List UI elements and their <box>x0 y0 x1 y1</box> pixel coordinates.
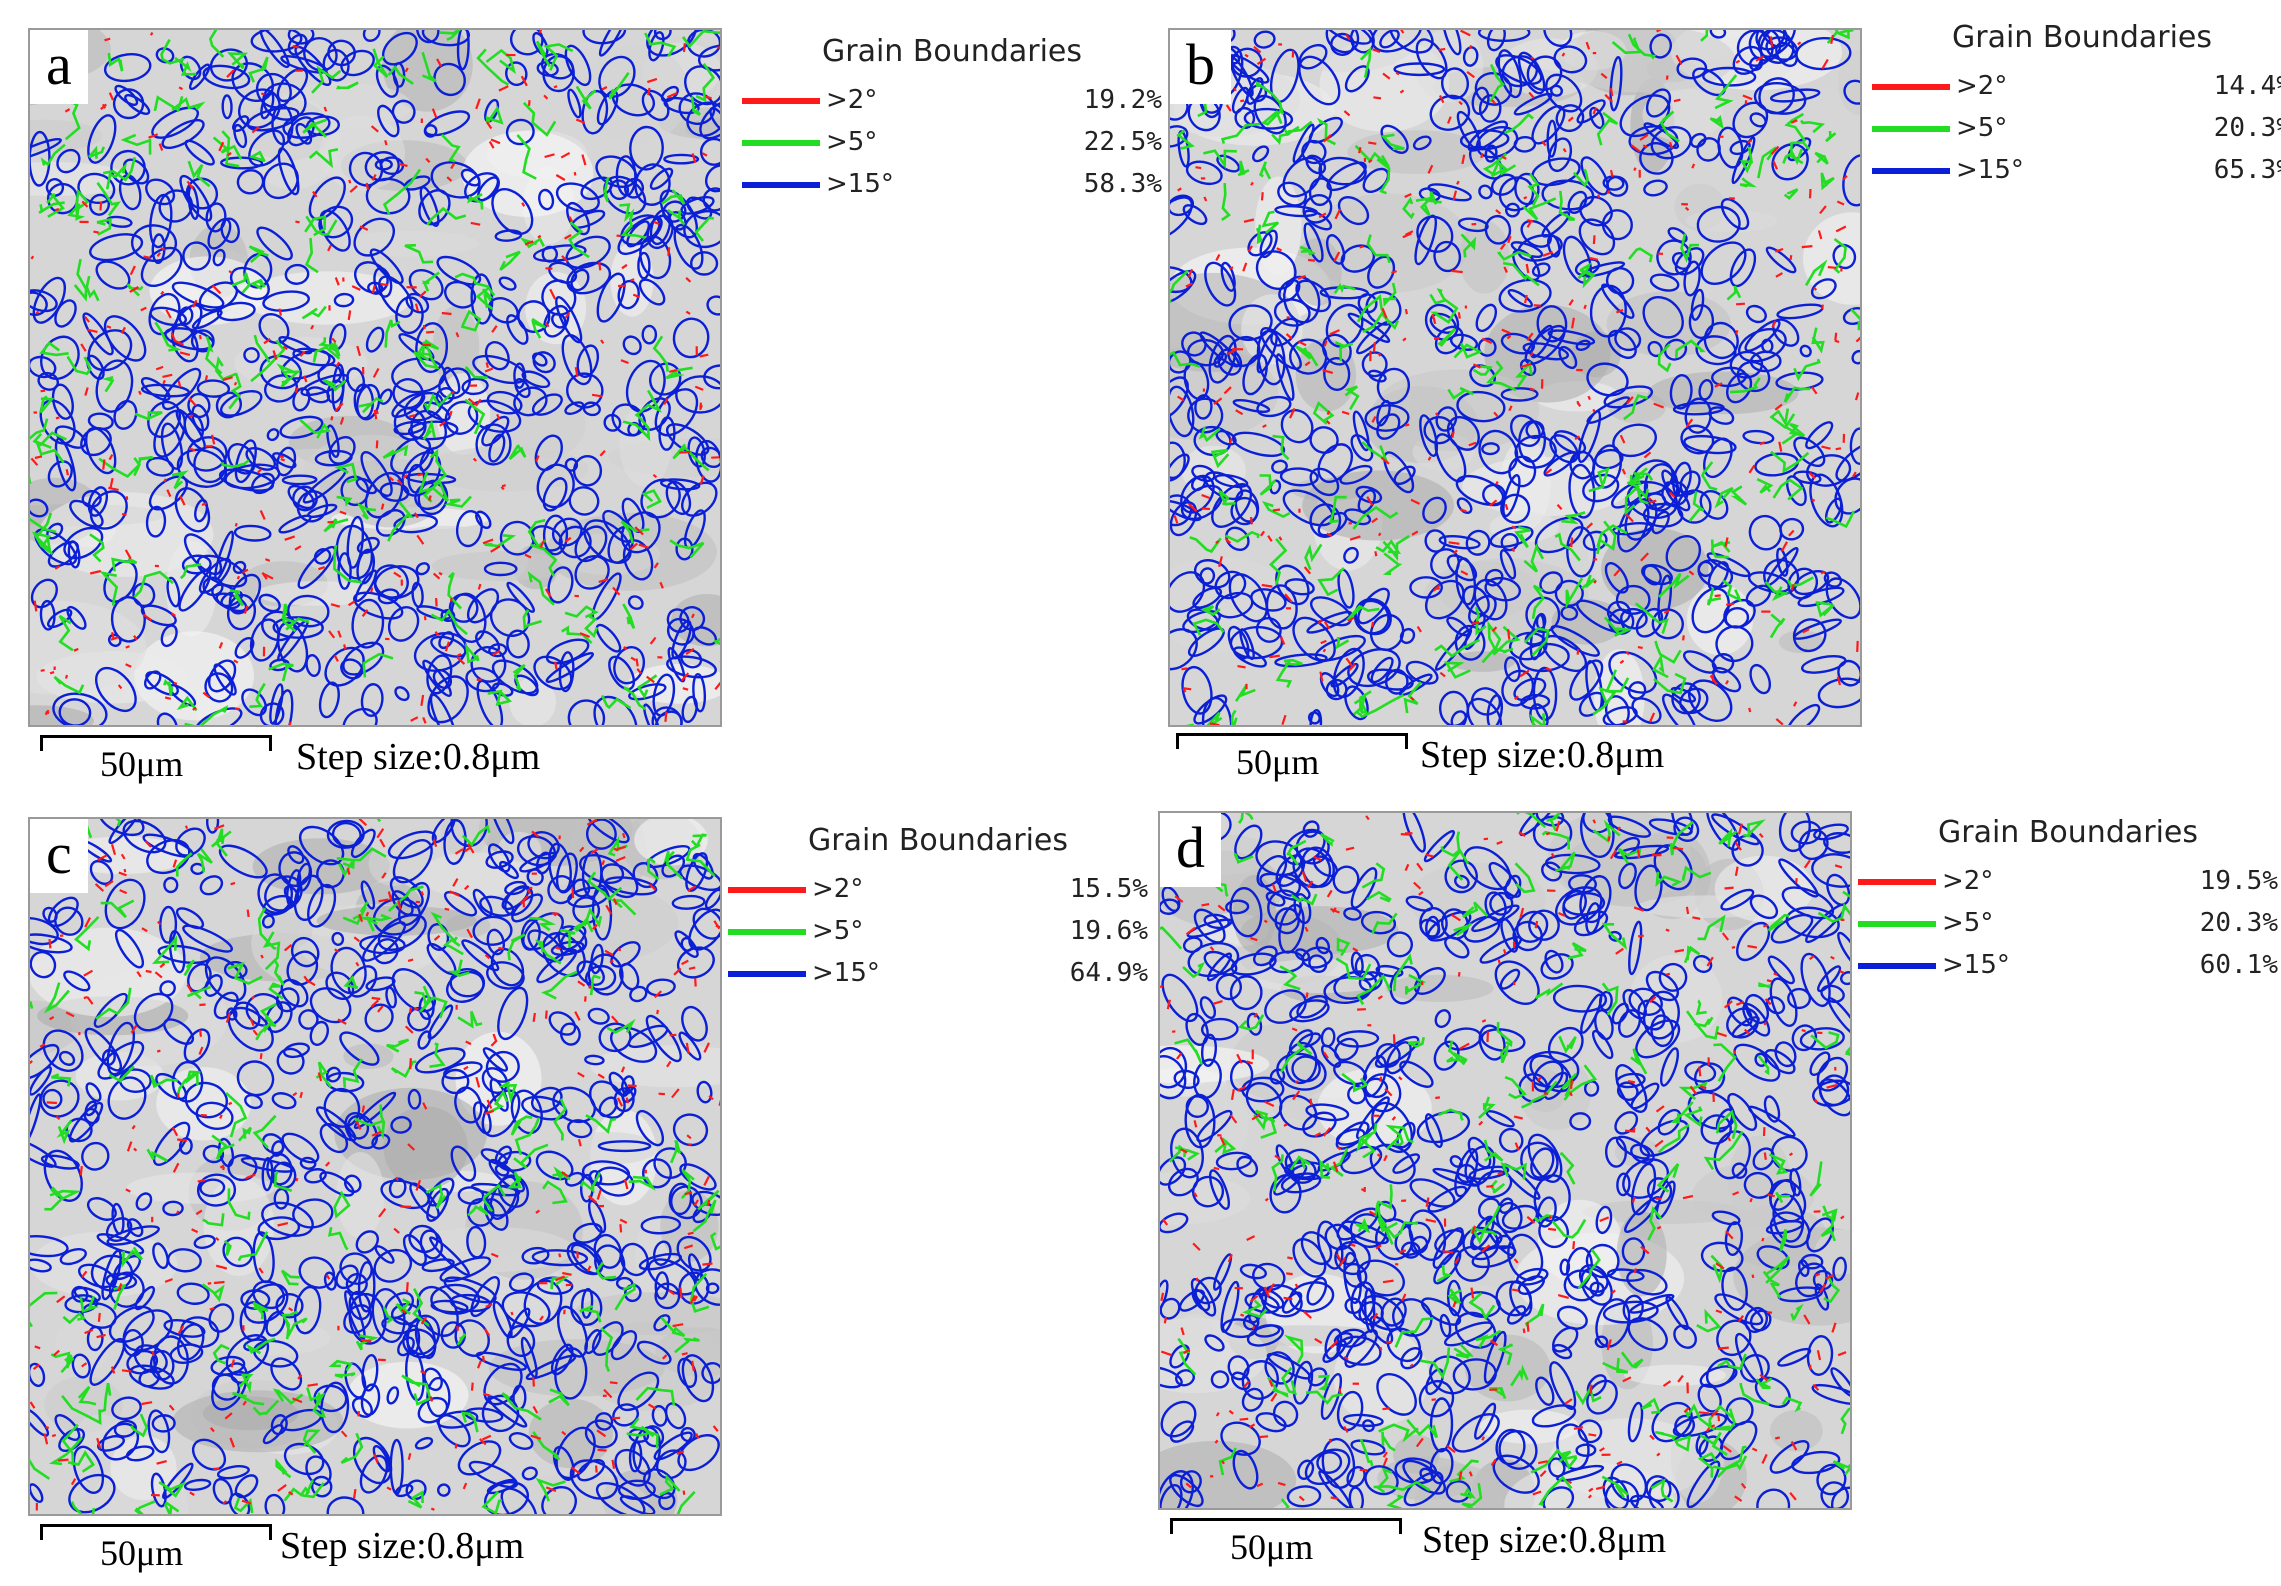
legend-value-b: 65.3% <box>2213 155 2281 185</box>
legend-swatch-red-a <box>742 98 820 104</box>
panel-letter-b: b <box>1170 30 1231 104</box>
legend-row-15deg-b: >15° 65.3% <box>1872 153 2281 195</box>
panel-letter-c: c <box>30 819 88 893</box>
legend-value-c: 15.5% <box>1069 874 1148 904</box>
scale-line-d <box>1170 1518 1402 1534</box>
grain-boundary-map-a <box>30 30 720 725</box>
legend-swatch-blue-b <box>1872 168 1950 174</box>
panel-letter-d: d <box>1160 813 1221 887</box>
panel-d: d Grain Boundaries >2° 19.5% >5° 20.3% >… <box>1140 793 2280 1586</box>
legend-swatch-red-b <box>1872 84 1950 90</box>
ebsd-map-a: a <box>28 28 722 727</box>
legend-value-c: 19.6% <box>1069 916 1148 946</box>
scale-label-a: 50μm <box>100 744 184 784</box>
legend-row-15deg-c: >15° 64.9% <box>728 956 1148 998</box>
legend-value-d: 20.3% <box>2199 908 2278 938</box>
legend-title-d: Grain Boundaries <box>1938 815 2198 850</box>
legend-a: Grain Boundaries >2° 19.2% >5° 22.5% >15… <box>742 34 1162 209</box>
legend-value-d: 19.5% <box>2199 866 2278 896</box>
step-size-label-c: Step size:0.8μm <box>280 1525 525 1567</box>
legend-row-2deg-b: >2° 14.4% <box>1872 69 2281 111</box>
step-size-label-a: Step size:0.8μm <box>296 736 541 778</box>
grain-boundary-map-b <box>1170 30 1860 725</box>
legend-swatch-green-d <box>1858 921 1936 927</box>
legend-value-a: 19.2% <box>1083 85 1162 115</box>
legend-label-c: >15° <box>812 958 880 988</box>
legend-value-b: 20.3% <box>2213 113 2281 143</box>
legend-swatch-red-d <box>1858 879 1936 885</box>
panel-a: a Grain Boundaries >2° 19.2% >5° 22.5% >… <box>0 0 1162 793</box>
legend-row-15deg-d: >15° 60.1% <box>1858 948 2278 990</box>
legend-label-c: >5° <box>812 916 864 946</box>
legend-label-b: >15° <box>1956 155 2024 185</box>
panel-letter-a: a <box>30 30 88 104</box>
legend-swatch-green-c <box>728 929 806 935</box>
grain-boundary-map-d <box>1160 813 1850 1508</box>
legend-row-5deg-c: >5° 19.6% <box>728 914 1148 956</box>
legend-value-b: 14.4% <box>2213 71 2281 101</box>
legend-row-5deg-d: >5° 20.3% <box>1858 906 2278 948</box>
legend-swatch-green-b <box>1872 126 1950 132</box>
legend-c: Grain Boundaries >2° 15.5% >5° 19.6% >15… <box>728 823 1148 998</box>
ebsd-map-b: b <box>1168 28 1862 727</box>
legend-row-15deg-a: >15° 58.3% <box>742 167 1162 209</box>
legend-label-a: >2° <box>826 85 878 115</box>
legend-row-2deg-a: >2° 19.2% <box>742 83 1162 125</box>
scale-label-c: 50μm <box>100 1533 184 1573</box>
legend-label-a: >15° <box>826 169 894 199</box>
legend-label-b: >2° <box>1956 71 2008 101</box>
legend-title-a: Grain Boundaries <box>822 34 1082 69</box>
step-size-label-b: Step size:0.8μm <box>1420 734 1665 776</box>
legend-label-d: >2° <box>1942 866 1994 896</box>
scale-line-b <box>1176 733 1408 749</box>
ebsd-map-c: c <box>28 817 722 1516</box>
scale-label-b: 50μm <box>1236 742 1320 782</box>
legend-row-2deg-c: >2° 15.5% <box>728 872 1148 914</box>
legend-label-d: >15° <box>1942 950 2010 980</box>
legend-swatch-blue-c <box>728 971 806 977</box>
legend-label-b: >5° <box>1956 113 2008 143</box>
legend-b: Grain Boundaries >2° 14.4% >5° 20.3% >15… <box>1872 20 2281 195</box>
legend-swatch-green-a <box>742 140 820 146</box>
legend-swatch-blue-d <box>1858 963 1936 969</box>
legend-title-b: Grain Boundaries <box>1952 20 2212 55</box>
ebsd-map-d: d <box>1158 811 1852 1510</box>
legend-row-2deg-d: >2° 19.5% <box>1858 864 2278 906</box>
legend-row-5deg-b: >5° 20.3% <box>1872 111 2281 153</box>
legend-swatch-blue-a <box>742 182 820 188</box>
scale-line-c <box>40 1524 272 1540</box>
grain-boundary-map-c <box>30 819 720 1514</box>
legend-swatch-red-c <box>728 887 806 893</box>
legend-value-a: 58.3% <box>1083 169 1162 199</box>
legend-value-d: 60.1% <box>2199 950 2278 980</box>
legend-row-5deg-a: >5° 22.5% <box>742 125 1162 167</box>
legend-label-d: >5° <box>1942 908 1994 938</box>
legend-label-a: >5° <box>826 127 878 157</box>
legend-title-c: Grain Boundaries <box>808 823 1068 858</box>
panel-c: c Grain Boundaries >2° 15.5% >5° 19.6% >… <box>0 793 1148 1586</box>
panel-b: b Grain Boundaries >2° 14.4% >5° 20.3% >… <box>1140 0 2281 793</box>
scale-line-a <box>40 735 272 751</box>
legend-value-a: 22.5% <box>1083 127 1162 157</box>
legend-value-c: 64.9% <box>1069 958 1148 988</box>
legend-d: Grain Boundaries >2° 19.5% >5° 20.3% >15… <box>1858 815 2278 990</box>
scale-label-d: 50μm <box>1230 1527 1314 1567</box>
legend-label-c: >2° <box>812 874 864 904</box>
step-size-label-d: Step size:0.8μm <box>1422 1519 1667 1561</box>
